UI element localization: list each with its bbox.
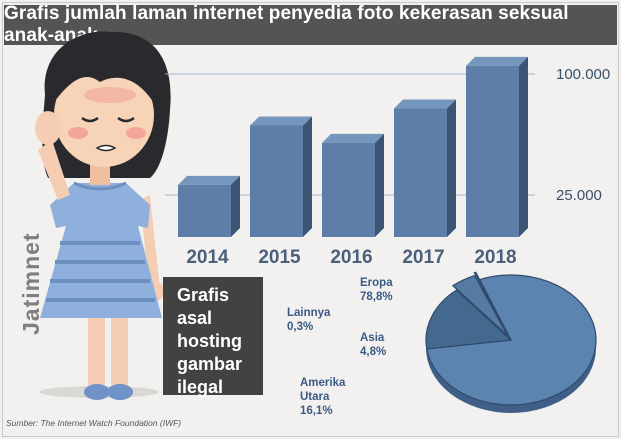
pie-slice-lainnya [473, 271, 508, 334]
pie-slice-asia [451, 274, 508, 336]
bar-2017 [394, 99, 456, 237]
pie-slice-label: Amerika [300, 377, 346, 389]
bar-top-face [250, 116, 312, 126]
bar-top-face [178, 175, 240, 185]
pie-slice-value: 16,1% [300, 405, 333, 417]
x-tick-label: 2014 [186, 247, 229, 268]
pie-slice-value: 4,8% [360, 346, 386, 358]
caption-line-4: ilegal [177, 377, 224, 397]
pie-slice-label: Asia [360, 332, 385, 344]
bar-front-face [322, 142, 375, 237]
bar-top-face [394, 99, 456, 109]
pie-slice-value: 0,3% [287, 321, 313, 333]
bar-2014 [178, 175, 240, 237]
caption-line-2: hosting [177, 331, 242, 351]
pie-slice-label: Utara [300, 391, 330, 403]
bar-side-face [303, 116, 312, 237]
bar-top-face [466, 56, 528, 66]
pie-slice-amerika-utara [425, 289, 513, 350]
x-tick-label: 2015 [258, 247, 301, 268]
bar-front-face [466, 65, 519, 237]
bar-top-face [322, 133, 384, 143]
pie-slice-value: 78,8% [360, 291, 393, 303]
pie-chart [425, 271, 597, 413]
y-axis-labels: 25.000 100.000 [556, 66, 610, 204]
x-tick-label: 2018 [474, 247, 516, 268]
brand-logo: Jatimnet [18, 232, 44, 335]
girl-illustration [35, 31, 171, 400]
y-tick-label: 100.000 [556, 66, 610, 83]
bar-2016 [322, 133, 384, 237]
y-tick-label: 25.000 [556, 187, 602, 204]
pie-labels: Eropa 78,8% Amerika Utara 16,1% Asia 4,8% Lainn… [287, 277, 393, 417]
source-credit: Sumber: The Internet Watch Foundation (I… [6, 418, 182, 428]
x-tick-label: 2017 [402, 247, 444, 268]
x-tick-label: 2016 [330, 247, 372, 268]
caption-line-3: gambar [177, 354, 243, 374]
pie-slice-label: Eropa [360, 277, 393, 289]
x-axis-labels: 2014 2015 2016 2017 2018 [186, 247, 516, 268]
caption-line-1: Grafis asal [177, 285, 230, 328]
bar-side-face [375, 133, 384, 237]
bar-front-face [178, 184, 231, 237]
bar-front-face [394, 108, 447, 237]
bar-series [178, 56, 528, 237]
bar-2015 [250, 116, 312, 237]
bar-side-face [231, 175, 240, 237]
bar-side-face [519, 56, 528, 237]
pie-caption-box: Grafis asal hosting gambar ilegal [163, 277, 263, 397]
bar-side-face [447, 99, 456, 237]
bar-2018 [466, 56, 528, 237]
bar-front-face [250, 125, 303, 237]
pie-slice-label: Lainnya [287, 307, 331, 319]
